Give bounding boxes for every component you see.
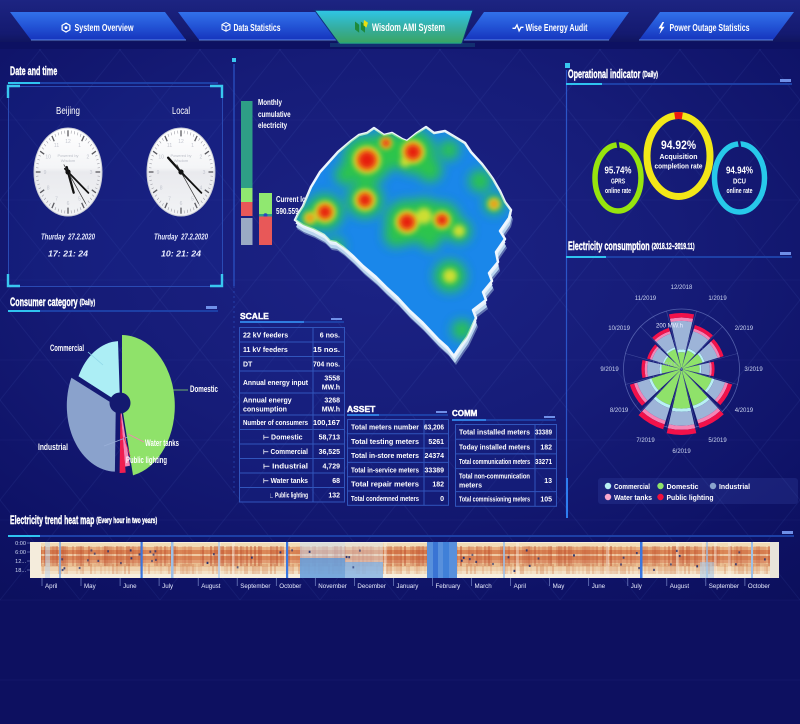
svg-text:200 MW.h: 200 MW.h bbox=[656, 324, 683, 330]
svg-text:18...: 18... bbox=[15, 568, 26, 574]
svg-text:12/2018: 12/2018 bbox=[671, 285, 693, 291]
svg-text:Industrial: Industrial bbox=[719, 482, 750, 491]
svg-text:8/2019: 8/2019 bbox=[610, 408, 629, 414]
svg-text:September: September bbox=[709, 583, 739, 590]
svg-text:Commercial: Commercial bbox=[614, 482, 650, 491]
svg-text:April: April bbox=[45, 583, 57, 590]
svg-text:6/2019: 6/2019 bbox=[672, 449, 691, 455]
svg-text:3/2019: 3/2019 bbox=[744, 367, 763, 373]
svg-text:June: June bbox=[123, 583, 137, 590]
svg-text:6:00: 6:00 bbox=[15, 550, 26, 556]
svg-text:August: August bbox=[201, 583, 221, 590]
svg-text:September: September bbox=[240, 583, 270, 590]
svg-text:10/2019: 10/2019 bbox=[608, 326, 630, 332]
svg-text:July: July bbox=[162, 583, 174, 590]
svg-text:0:00: 0:00 bbox=[15, 541, 26, 547]
svg-text:June: June bbox=[592, 583, 606, 590]
svg-text:October: October bbox=[279, 583, 301, 590]
svg-text:0 MW.h: 0 MW.h bbox=[658, 362, 677, 368]
svg-text:April: April bbox=[514, 583, 526, 590]
svg-text:5/2019: 5/2019 bbox=[708, 438, 727, 444]
svg-text:Public lighting: Public lighting bbox=[667, 493, 714, 502]
svg-text:July: July bbox=[631, 583, 643, 590]
svg-text:7/2019: 7/2019 bbox=[636, 438, 655, 444]
svg-text:December: December bbox=[357, 583, 386, 590]
svg-text:May: May bbox=[84, 583, 97, 590]
svg-text:January: January bbox=[396, 583, 419, 590]
svg-text:1/2019: 1/2019 bbox=[708, 296, 727, 302]
svg-text:Water tanks: Water tanks bbox=[614, 493, 652, 502]
svg-text:Domestic: Domestic bbox=[667, 482, 699, 491]
svg-text:November: November bbox=[318, 583, 347, 590]
svg-text:12...: 12... bbox=[15, 559, 26, 565]
svg-text:9/2019: 9/2019 bbox=[600, 367, 619, 373]
svg-text:11/2019: 11/2019 bbox=[635, 296, 657, 302]
svg-text:2/2019: 2/2019 bbox=[735, 326, 754, 332]
svg-text:March: March bbox=[475, 583, 493, 590]
svg-text:August: August bbox=[670, 583, 690, 590]
svg-text:May: May bbox=[553, 583, 566, 590]
svg-text:4/2019: 4/2019 bbox=[735, 408, 754, 414]
svg-text:October: October bbox=[748, 583, 770, 590]
svg-text:February: February bbox=[436, 583, 462, 590]
